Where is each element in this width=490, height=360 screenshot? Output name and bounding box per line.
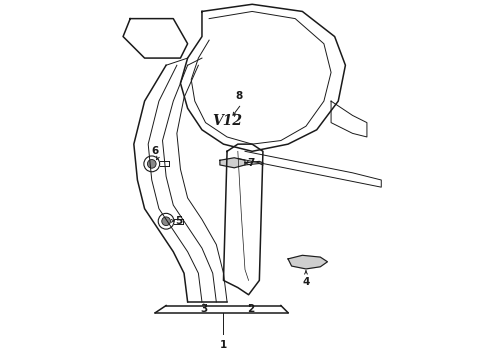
Polygon shape (288, 255, 327, 269)
Circle shape (158, 213, 174, 229)
Text: 4: 4 (302, 277, 310, 287)
Polygon shape (220, 158, 245, 168)
Text: 6: 6 (152, 145, 159, 156)
Text: 1: 1 (220, 339, 227, 350)
Circle shape (147, 159, 156, 168)
Text: 5: 5 (175, 216, 183, 226)
Text: 3: 3 (200, 304, 207, 314)
Text: V12: V12 (213, 114, 243, 128)
Circle shape (162, 217, 171, 226)
Text: 7: 7 (247, 158, 254, 168)
Circle shape (144, 156, 160, 172)
Text: 2: 2 (247, 304, 254, 314)
Text: 8: 8 (235, 91, 242, 101)
